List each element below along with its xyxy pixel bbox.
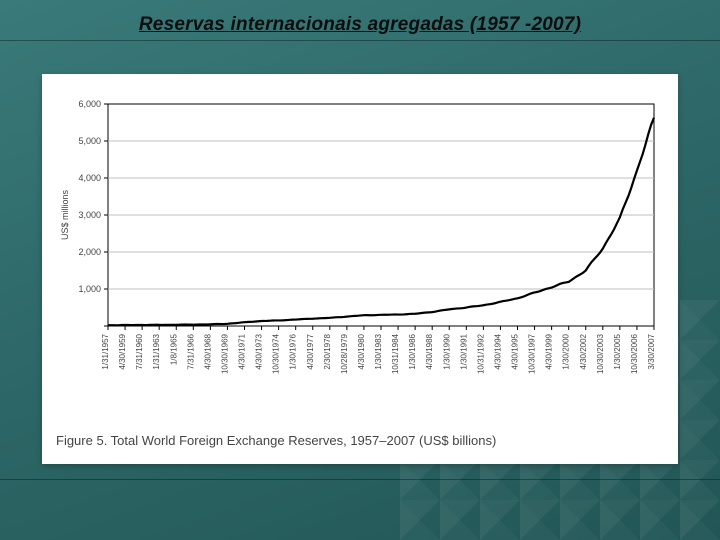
xtick-label: 1/30/1986 <box>408 333 417 369</box>
xtick-label: 4/30/1980 <box>357 333 366 369</box>
xtick-label: 1/31/1963 <box>152 333 161 369</box>
xtick-label: 4/30/1994 <box>493 333 502 369</box>
xtick-label: 10/31/1992 <box>476 333 485 374</box>
xtick-label: 10/31/1984 <box>391 333 400 374</box>
xtick-label: 4/30/1988 <box>425 333 434 369</box>
xtick-label: 10/30/2003 <box>596 333 605 374</box>
xtick-label: 1/30/1976 <box>289 333 298 369</box>
page-title: Reservas internacionais agregadas (1957 … <box>0 14 720 36</box>
figure-card: 1,000 2,000 3,000 4,000 5,000 6,000 US$ millio… <box>42 74 678 464</box>
xtick-label: 4/30/1968 <box>203 333 212 369</box>
ytick-label: 6,000 <box>78 99 101 109</box>
xtick-label: 4/30/1959 <box>118 333 127 369</box>
bottom-rule <box>0 479 720 480</box>
xtick-label: 10/28/1979 <box>340 333 349 374</box>
xtick-label: 3/30/2007 <box>647 333 656 369</box>
xtick-label: 1/8/1965 <box>169 333 178 365</box>
xtick-label: 10/30/1974 <box>272 333 281 374</box>
xtick-label: 4/30/1995 <box>511 333 520 369</box>
figure-caption: Figure 5. Total World Foreign Exchange R… <box>56 433 496 448</box>
xtick-label: 7/31/1966 <box>186 333 195 369</box>
ytick-label: 3,000 <box>78 210 101 220</box>
xtick-label: 4/30/1971 <box>238 333 247 369</box>
xtick-label: 1/30/1991 <box>459 333 468 369</box>
series-line <box>108 118 654 326</box>
ytick-label: 2,000 <box>78 247 101 257</box>
xtick-label: 1/30/1983 <box>374 333 383 369</box>
xtick-label: 4/30/1973 <box>255 333 264 369</box>
xtick-label: 10/30/1969 <box>220 333 229 374</box>
xtick-label: 1/30/1990 <box>442 333 451 369</box>
yaxis-label: US$ millions <box>60 189 70 240</box>
xtick-label: 10/30/1997 <box>528 333 537 374</box>
ytick-label: 1,000 <box>78 284 101 294</box>
xtick-label: 4/30/1999 <box>545 333 554 369</box>
xtick-label: 1/30/2005 <box>613 333 622 369</box>
xtick-label: 4/30/2002 <box>579 333 588 369</box>
chart: 1,000 2,000 3,000 4,000 5,000 6,000 US$ millio… <box>56 96 664 400</box>
title-rule <box>0 40 720 41</box>
chart-svg: 1,000 2,000 3,000 4,000 5,000 6,000 US$ millio… <box>56 96 664 400</box>
xtick-label: 7/31/1960 <box>135 333 144 369</box>
xtick-label: 4/30/1977 <box>306 333 315 369</box>
xtick-label: 10/30/2006 <box>630 333 639 374</box>
xtick-label: 1/31/1957 <box>101 333 110 369</box>
xtick-label: 1/30/2000 <box>562 333 571 369</box>
xtick-label: 2/30/1978 <box>323 333 332 369</box>
ytick-label: 5,000 <box>78 136 101 146</box>
ytick-label: 4,000 <box>78 173 101 183</box>
